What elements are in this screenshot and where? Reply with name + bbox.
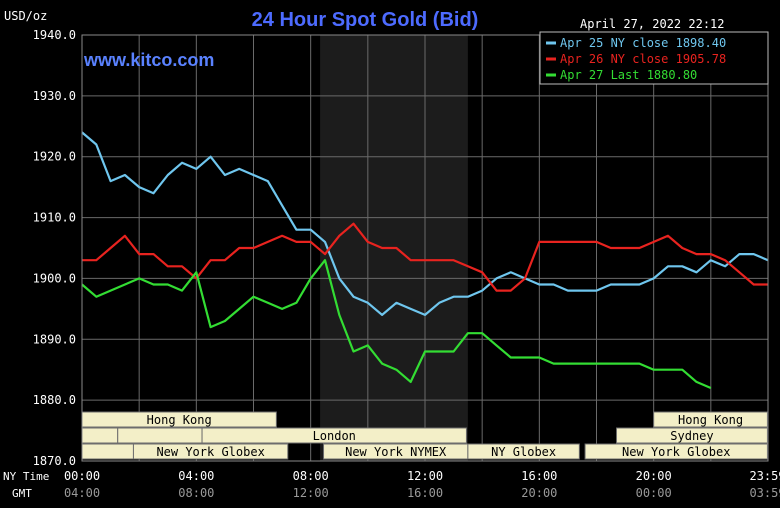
market-sessions: Hong Kong London New York Globex New York N…: [81, 411, 768, 460]
x-tick-label-ny: 16:00: [521, 469, 557, 483]
x-tick-label-gmt: 00:00: [636, 486, 672, 500]
x-tick-label-ny: 00:00: [64, 469, 100, 483]
y-tick-label: 1870.0: [33, 454, 76, 468]
legend-label-apr27: Apr 27 Last 1880.80: [560, 68, 697, 82]
x-tick-label-ny: 08:00: [293, 469, 329, 483]
x-tick-label-ny: 04:00: [178, 469, 214, 483]
series-line-1: [82, 222, 768, 292]
legend-box: [539, 31, 769, 85]
y-tick-label: 1880.0: [33, 393, 76, 407]
ny-time-label: NY Time: [3, 470, 49, 483]
legend-label-apr26: Apr 26 NY close 1905.78: [560, 52, 726, 66]
x-tick-label-ny: 20:00: [636, 469, 672, 483]
session-box-blank: [81, 427, 119, 444]
session-box-blank: [81, 443, 134, 460]
session-box-blank: [117, 427, 203, 444]
y-tick-label: 1910.0: [33, 211, 76, 225]
session-bar: [616, 427, 768, 444]
session-bar: [132, 443, 289, 460]
series-line-0: [81, 131, 769, 316]
y-axis-ticks: 1940.0 1930.0 1920.0 1910.0 1900.0 1890.0 1880…: [33, 28, 76, 468]
session-bar: [584, 443, 768, 460]
session-label: New York Globex: [622, 445, 730, 459]
y-tick-label: 1900.0: [33, 271, 76, 285]
session-label: London: [313, 429, 356, 443]
chart-title: 24 Hour Spot Gold (Bid): [252, 9, 479, 31]
y-tick-label: 1930.0: [33, 89, 76, 103]
x-tick-label-gmt: 12:00: [293, 486, 329, 500]
session-bar: [467, 443, 580, 460]
x-tick-label-gmt: 08:00: [178, 486, 214, 500]
y-tick-label: 1890.0: [33, 332, 76, 346]
y-tick-label: 1920.0: [33, 150, 76, 164]
session-label: New York Globex: [156, 445, 264, 459]
session-bar: [653, 411, 768, 428]
unit-label: USD/oz: [4, 9, 47, 23]
series-line-2: [81, 259, 712, 390]
legend: Apr 25 NY close 1898.40 Apr 26 NY close …: [539, 31, 769, 85]
x-tick-label-ny: 23:59: [749, 469, 780, 483]
session-label: New York NYMEX: [345, 445, 447, 459]
plot-frame: [81, 34, 769, 462]
x-tick-label-gmt: 20:00: [521, 486, 557, 500]
session-label: NY Globex: [491, 445, 556, 459]
legend-label-apr25: Apr 25 NY close 1898.40: [560, 36, 726, 50]
x-axis-ticks: 00:00 04:00 04:00 08:00 08:00 12:00 12:00 16:00…: [64, 469, 780, 500]
x-tick-label-ny: 12:00: [407, 469, 443, 483]
session-bar: [201, 427, 467, 444]
chart-grid: [82, 34, 768, 462]
timestamp: April 27, 2022 22:12: [580, 17, 725, 31]
x-tick-label-gmt: 04:00: [64, 486, 100, 500]
session-label: Sydney: [670, 429, 713, 443]
x-tick-label-gmt: 03:59: [749, 486, 780, 500]
website-watermark: www.kitco.com: [83, 50, 214, 70]
y-tick-label: 1940.0: [33, 28, 76, 42]
price-lines: [81, 131, 769, 390]
session-label: Hong Kong: [678, 413, 743, 427]
gmt-label: GMT: [12, 487, 32, 500]
session-label: Hong Kong: [147, 413, 212, 427]
x-tick-label-gmt: 16:00: [407, 486, 443, 500]
